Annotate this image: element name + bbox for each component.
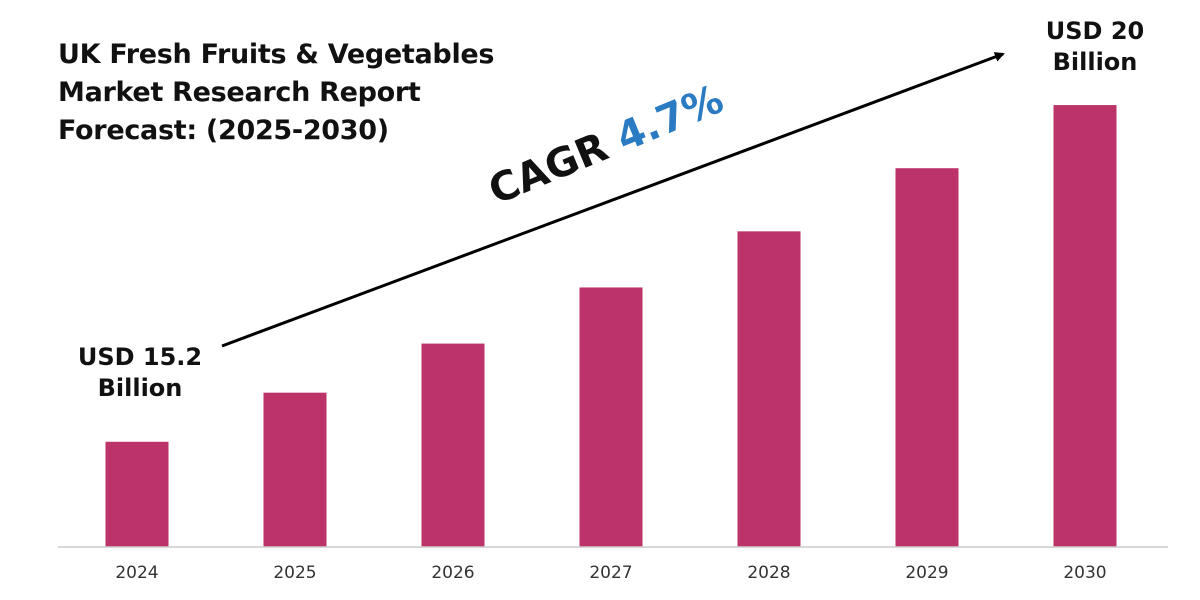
end-value-amount: USD 20 — [1045, 17, 1145, 45]
bar-2030 — [1053, 105, 1117, 547]
x-tick-label-2024: 2024 — [115, 563, 158, 583]
chart-title: UK Fresh Fruits & Vegetables Market Rese… — [58, 36, 538, 150]
bar-2027 — [579, 287, 643, 547]
start-value-callout: USD 15.2 Billion — [60, 342, 220, 404]
end-value-unit: Billion — [1052, 48, 1138, 76]
chart-title-line-1: UK Fresh Fruits & Vegetables — [58, 39, 495, 70]
chart-title-line-2: Market Research Report — [58, 77, 421, 108]
end-value-callout: USD 20 Billion — [1010, 16, 1180, 78]
cagr-arrow — [221, 52, 1005, 348]
x-tick-labels: 2024 2025 2026 2027 2028 2029 2030 — [115, 563, 1106, 583]
bar-2024 — [105, 441, 169, 547]
bar-2026 — [421, 343, 485, 547]
x-tick-label-2027: 2027 — [589, 563, 632, 583]
bar-2025 — [263, 392, 327, 547]
x-tick-label-2029: 2029 — [905, 563, 948, 583]
x-tick-label-2030: 2030 — [1063, 563, 1106, 583]
bar-2028 — [737, 231, 801, 547]
x-tick-label-2028: 2028 — [747, 563, 790, 583]
x-tick-label-2026: 2026 — [431, 563, 474, 583]
x-tick-label-2025: 2025 — [273, 563, 316, 583]
start-value-unit: Billion — [97, 374, 183, 402]
bar-2029 — [895, 168, 959, 548]
bars — [105, 105, 1117, 548]
chart-title-line-3: Forecast: (2025-2030) — [58, 115, 389, 146]
start-value-amount: USD 15.2 — [77, 343, 203, 371]
